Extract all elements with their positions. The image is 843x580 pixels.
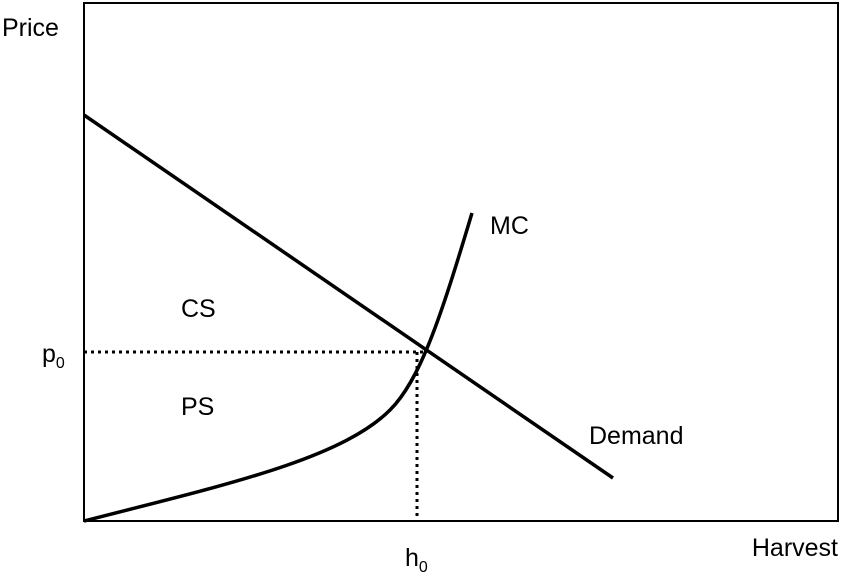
price-level-label: p0 — [42, 340, 65, 372]
plot-frame — [83, 2, 839, 522]
cs-label: CS — [181, 295, 216, 323]
harvest-sub: 0 — [419, 559, 428, 576]
mc-label: MC — [490, 212, 529, 240]
harvest-level-label: h0 — [405, 544, 428, 576]
x-axis-label: Harvest — [752, 534, 838, 562]
demand-label: Demand — [589, 422, 684, 450]
price-sub: 0 — [56, 355, 65, 372]
mc-curve — [83, 212, 474, 523]
y-axis-label: Price — [2, 14, 59, 42]
ps-label: PS — [181, 393, 214, 421]
price-base: p — [42, 340, 56, 368]
harvest-base: h — [405, 544, 419, 572]
demand-curve — [83, 113, 614, 480]
